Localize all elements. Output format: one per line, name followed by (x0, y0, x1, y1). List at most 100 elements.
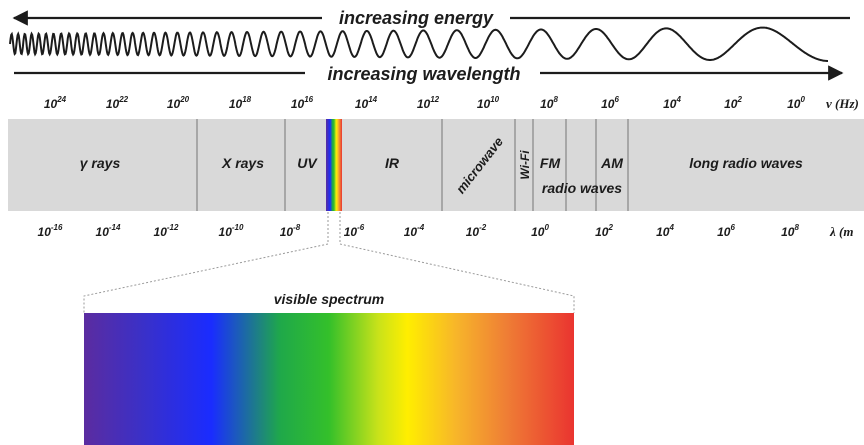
wavelength-tick-2: 10-12 (154, 223, 179, 239)
frequency-tick-10: 104 (663, 95, 681, 111)
band-label-wifi: Wi-Fi (518, 150, 532, 180)
visible-spectrum-gradient (84, 313, 574, 445)
wavelength-tick-exponent: 6 (730, 223, 735, 232)
wavelength-tick-base: 10 (781, 225, 795, 239)
frequency-tick-base: 10 (106, 97, 120, 111)
band-label-am: AM (600, 155, 623, 171)
wavelength-tick-3: 10-10 (219, 223, 244, 239)
frequency-tick-exponent: 20 (179, 95, 189, 104)
frequency-tick-exponent: 2 (736, 95, 742, 104)
band-label-ir: IR (385, 155, 400, 171)
wavelength-tick-exponent: -4 (417, 223, 425, 232)
frequency-tick-base: 10 (477, 97, 491, 111)
wavelength-tick-7: 10-2 (466, 223, 487, 239)
frequency-tick-exponent: 6 (614, 95, 619, 104)
frequency-tick-7: 1010 (477, 95, 500, 111)
wavelength-tick-6: 10-4 (404, 223, 425, 239)
wavelength-tick-base: 10 (96, 225, 110, 239)
wavelength-tick-8: 100 (531, 223, 549, 239)
frequency-tick-9: 106 (601, 95, 619, 111)
wavelength-tick-exponent: 0 (544, 223, 549, 232)
frequency-tick-exponent: 8 (553, 95, 558, 104)
frequency-tick-0: 1024 (44, 95, 67, 111)
wavelength-tick-4: 10-8 (280, 223, 301, 239)
wavelength-tick-base: 10 (38, 225, 52, 239)
visible-spectrum-label: visible spectrum (274, 291, 385, 307)
frequency-tick-exponent: 10 (490, 95, 499, 104)
frequency-axis-unit: ν (Hz) (826, 96, 859, 111)
wavelength-tick-0: 10-16 (38, 223, 63, 239)
wavelength-tick-base: 10 (466, 225, 480, 239)
spectrum-band-strip (8, 119, 864, 211)
frequency-tick-8: 108 (540, 95, 558, 111)
energy-arrow-label: increasing energy (339, 8, 494, 28)
frequency-tick-base: 10 (44, 97, 58, 111)
band-label-uv: UV (297, 155, 318, 171)
wavelength-tick-exponent: -8 (293, 223, 301, 232)
band-label-xray: X rays (221, 155, 264, 171)
energy-arrow: increasing energy (12, 8, 850, 28)
frequency-tick-12: 100 (787, 95, 805, 111)
wavelength-tick-1: 10-14 (96, 223, 121, 239)
band-dividers (196, 119, 629, 211)
wavelength-axis-unit: λ (m (829, 224, 853, 239)
frequency-tick-exponent: 18 (242, 95, 251, 104)
wavelength-tick-base: 10 (531, 225, 545, 239)
frequency-tick-2: 1020 (167, 95, 190, 111)
frequency-tick-base: 10 (417, 97, 431, 111)
frequency-tick-base: 10 (540, 97, 554, 111)
wavelength-tick-10: 104 (656, 223, 674, 239)
frequency-tick-6: 1012 (417, 95, 440, 111)
wavelength-axis: 10-16 10-14 10-12 10-10 10-8 10-6 10-4 10-2 100 1… (38, 223, 800, 239)
wave-graphic (9, 26, 828, 62)
frequency-tick-base: 10 (663, 97, 677, 111)
frequency-tick-base: 10 (167, 97, 181, 111)
wavelength-tick-exponent: -2 (479, 223, 487, 232)
wavelength-tick-12: 108 (781, 223, 799, 239)
frequency-tick-exponent: 4 (675, 95, 681, 104)
frequency-tick-exponent: 16 (304, 95, 313, 104)
frequency-tick-base: 10 (355, 97, 369, 111)
frequency-tick-exponent: 14 (368, 95, 377, 104)
wavelength-tick-exponent: -14 (109, 223, 121, 232)
frequency-tick-base: 10 (229, 97, 243, 111)
wavelength-tick-base: 10 (344, 225, 358, 239)
wavelength-tick-base: 10 (595, 225, 609, 239)
frequency-tick-exponent: 24 (56, 95, 66, 104)
frequency-axis: 1024 1022 1020 1018 1016 1014 1012 1010 108 106 10… (44, 95, 806, 111)
wavelength-tick-base: 10 (717, 225, 731, 239)
frequency-tick-base: 10 (291, 97, 305, 111)
visible-band (326, 119, 342, 211)
frequency-tick-base: 10 (724, 97, 738, 111)
wavelength-tick-base: 10 (219, 225, 233, 239)
frequency-tick-exponent: 22 (118, 95, 128, 104)
frequency-tick-base: 10 (787, 97, 801, 111)
wavelength-tick-exponent: 2 (607, 223, 613, 232)
frequency-tick-exponent: 0 (800, 95, 805, 104)
wavelength-tick-exponent: -6 (357, 223, 365, 232)
band-label-radio-waves: radio waves (542, 180, 622, 196)
frequency-tick-11: 102 (724, 95, 742, 111)
wavelength-tick-11: 106 (717, 223, 735, 239)
wavelength-tick-exponent: -16 (51, 223, 63, 232)
frequency-tick-4: 1016 (291, 95, 314, 111)
band-label-gamma: γ rays (80, 155, 121, 171)
frequency-tick-3: 1018 (229, 95, 252, 111)
wavelength-tick-exponent: 8 (794, 223, 799, 232)
wavelength-tick-exponent: 4 (668, 223, 674, 232)
wavelength-tick-base: 10 (404, 225, 418, 239)
band-label-long-radio: long radio waves (689, 155, 803, 171)
frequency-tick-exponent: 12 (430, 95, 439, 104)
wavelength-arrow-label: increasing wavelength (327, 64, 520, 84)
frequency-tick-base: 10 (601, 97, 615, 111)
wavelength-tick-exponent: -12 (167, 223, 179, 232)
wavelength-tick-5: 10-6 (344, 223, 365, 239)
wavelength-arrow: increasing wavelength (14, 64, 844, 84)
wavelength-tick-base: 10 (656, 225, 670, 239)
wavelength-tick-base: 10 (280, 225, 294, 239)
wavelength-tick-exponent: -10 (232, 223, 244, 232)
wavelength-tick-9: 102 (595, 223, 613, 239)
frequency-tick-5: 1014 (355, 95, 378, 111)
zoom-guides (83, 212, 575, 313)
